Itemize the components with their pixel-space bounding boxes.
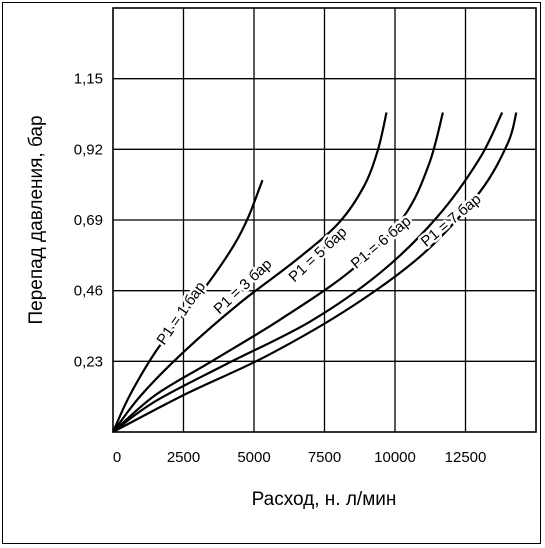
x-tick-label: 0 [113, 449, 121, 466]
x-tick-label: 7500 [308, 449, 341, 466]
grid-layer [113, 8, 536, 432]
series-line [112, 179, 264, 433]
series-line [112, 112, 504, 433]
series-line [112, 112, 444, 433]
x-tick-label: 2500 [167, 449, 200, 466]
x-tick-label: 10000 [374, 449, 416, 466]
series-line [112, 112, 388, 433]
x-tick-label: 12500 [445, 449, 487, 466]
series-line [112, 112, 518, 433]
y-tick-label: 1,15 [74, 71, 103, 88]
x-tick-labels: 0 2500 5000 7500 10000 12500 [113, 449, 487, 466]
x-tick-label: 5000 [237, 449, 270, 466]
y-tick-label: 0,46 [74, 283, 103, 300]
y-axis-title: Перепад давления, бар [26, 115, 47, 324]
y-tick-label: 0,23 [74, 353, 103, 370]
y-tick-labels: 0,23 0,46 0,69 0,92 1,15 [74, 71, 103, 371]
series-label: P1 = 5 бар [285, 224, 350, 286]
plot-area [112, 7, 537, 433]
series-label: P1 = 6 бар [348, 213, 415, 273]
y-tick-label: 0,92 [74, 141, 103, 158]
x-axis-title: Расход, н. л/мин [252, 489, 397, 510]
figure-frame [2, 2, 541, 544]
y-tick-label: 0,69 [74, 212, 103, 229]
